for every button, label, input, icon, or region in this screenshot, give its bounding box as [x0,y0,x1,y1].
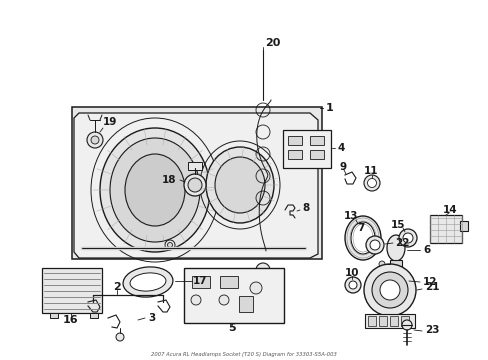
Text: 11: 11 [363,166,378,176]
Circle shape [365,236,383,254]
Text: 3: 3 [148,313,155,323]
Ellipse shape [378,266,406,284]
Ellipse shape [110,138,200,242]
Circle shape [363,264,415,316]
Circle shape [219,295,228,305]
Text: 13: 13 [343,211,358,221]
Circle shape [367,179,376,188]
Bar [220,276,238,288]
Ellipse shape [378,275,406,293]
Circle shape [87,132,103,148]
Circle shape [116,333,124,341]
Circle shape [369,240,379,250]
Ellipse shape [130,273,165,291]
Bar [183,268,284,323]
Circle shape [164,240,175,250]
Bar [309,136,324,145]
Ellipse shape [215,157,264,213]
Bar [367,316,375,326]
Bar [50,313,58,318]
Bar [400,316,408,326]
Text: 5: 5 [228,323,235,333]
Circle shape [402,233,412,243]
Text: 2007 Acura RL Headlamps Socket (T20 S) Diagram for 33303-S5A-003: 2007 Acura RL Headlamps Socket (T20 S) D… [151,352,336,357]
Bar [364,314,414,328]
Bar [72,107,321,259]
Circle shape [256,263,269,277]
Bar [378,275,406,293]
Text: 2: 2 [113,282,121,292]
Circle shape [191,295,201,305]
Circle shape [345,277,360,293]
Text: 12: 12 [422,277,437,287]
Bar [389,316,397,326]
Circle shape [379,280,399,300]
Bar [42,268,102,313]
Text: 4: 4 [337,143,345,153]
Circle shape [183,174,205,196]
Ellipse shape [350,222,374,254]
Circle shape [249,282,262,294]
Text: 16: 16 [63,315,79,325]
Polygon shape [74,113,317,258]
Ellipse shape [100,128,209,252]
Text: 7: 7 [356,223,364,233]
Ellipse shape [386,235,404,261]
Bar [287,150,302,159]
Text: 19: 19 [103,117,117,127]
Text: 14: 14 [442,205,456,215]
Bar [187,162,202,170]
Bar [459,221,467,231]
Bar [378,316,386,326]
Circle shape [167,243,172,248]
Text: 9: 9 [339,162,346,172]
Bar [283,130,330,168]
Text: 1: 1 [325,103,333,113]
Text: 6: 6 [422,245,429,255]
Circle shape [378,261,384,267]
Text: 21: 21 [424,282,439,292]
Circle shape [373,277,383,287]
Text: 8: 8 [302,203,308,213]
Text: 20: 20 [264,38,280,48]
Text: 22: 22 [394,238,408,248]
Bar [429,215,461,243]
Text: 23: 23 [424,325,439,335]
Text: 15: 15 [390,220,405,230]
Circle shape [363,175,379,191]
Ellipse shape [345,216,380,260]
Circle shape [91,136,99,144]
Bar [239,296,252,312]
Text: 10: 10 [344,268,359,278]
Ellipse shape [125,154,184,226]
Circle shape [398,229,416,247]
Bar [192,276,209,288]
Bar [287,136,302,145]
Circle shape [371,272,407,308]
Circle shape [187,178,202,192]
Bar [90,313,98,318]
Ellipse shape [205,147,273,223]
Bar [309,150,324,159]
Circle shape [401,320,411,330]
Text: 17: 17 [193,276,207,286]
Bar [389,260,401,268]
Text: 18: 18 [161,175,176,185]
Ellipse shape [123,267,173,297]
Circle shape [348,281,356,289]
